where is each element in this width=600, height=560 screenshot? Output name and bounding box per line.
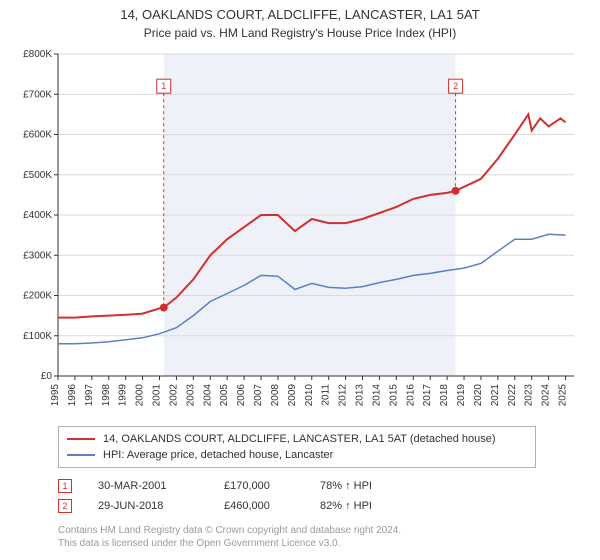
chart-svg: £0 £100K £200K £300K £400K £500K £600K £700K £80…: [12, 46, 588, 416]
legend-swatch: [67, 438, 95, 440]
svg-text:2008: 2008: [270, 383, 281, 406]
marker-row: 2 29-JUN-2018 £460,000 82% ↑ HPI: [58, 496, 588, 516]
marker-table: 1 30-MAR-2001 £170,000 78% ↑ HPI 2 29-JU…: [58, 476, 588, 516]
svg-text:1995: 1995: [50, 383, 61, 406]
svg-text:2007: 2007: [253, 383, 264, 406]
legend-item: 14, OAKLANDS COURT, ALDCLIFFE, LANCASTER…: [67, 431, 527, 447]
svg-text:1999: 1999: [118, 383, 129, 406]
marker-pct: 82% ↑ HPI: [320, 500, 410, 512]
footer-line: This data is licensed under the Open Gov…: [58, 537, 588, 550]
svg-text:2: 2: [453, 81, 458, 91]
marker-price: £460,000: [224, 500, 294, 512]
svg-text:2011: 2011: [321, 383, 332, 405]
svg-text:2023: 2023: [524, 383, 535, 406]
marker-date: 29-JUN-2018: [98, 500, 198, 512]
svg-text:2000: 2000: [135, 383, 146, 406]
svg-text:2024: 2024: [541, 383, 552, 406]
legend-swatch: [67, 454, 95, 456]
svg-text:2002: 2002: [168, 383, 179, 406]
svg-text:£800K: £800K: [23, 49, 52, 60]
legend-label: 14, OAKLANDS COURT, ALDCLIFFE, LANCASTER…: [103, 433, 496, 445]
svg-text:2016: 2016: [405, 383, 416, 406]
marker-price: £170,000: [224, 480, 294, 492]
svg-text:2022: 2022: [507, 383, 518, 406]
footer: Contains HM Land Registry data © Crown c…: [58, 524, 588, 550]
svg-text:2006: 2006: [236, 383, 247, 406]
svg-text:£200K: £200K: [23, 290, 52, 301]
marker-badge: 1: [58, 479, 72, 493]
svg-text:2009: 2009: [287, 383, 298, 406]
svg-text:2001: 2001: [152, 383, 163, 406]
svg-text:2010: 2010: [304, 383, 315, 406]
svg-text:2013: 2013: [355, 383, 366, 406]
svg-text:£500K: £500K: [23, 169, 52, 180]
svg-text:2012: 2012: [338, 383, 349, 406]
svg-text:2017: 2017: [422, 383, 433, 406]
svg-text:2004: 2004: [202, 383, 213, 406]
legend-item: HPI: Average price, detached house, Lanc…: [67, 447, 527, 463]
svg-text:2019: 2019: [456, 383, 467, 406]
marker-date: 30-MAR-2001: [98, 480, 198, 492]
svg-text:£300K: £300K: [23, 250, 52, 261]
svg-text:£700K: £700K: [23, 89, 52, 100]
marker-row: 1 30-MAR-2001 £170,000 78% ↑ HPI: [58, 476, 588, 496]
svg-text:2025: 2025: [558, 383, 569, 406]
svg-text:1997: 1997: [84, 383, 95, 406]
chart-area: £0 £100K £200K £300K £400K £500K £600K £700K £80…: [12, 46, 588, 416]
chart-subtitle: Price paid vs. HM Land Registry's House …: [12, 26, 588, 40]
svg-text:1996: 1996: [67, 383, 78, 406]
legend: 14, OAKLANDS COURT, ALDCLIFFE, LANCASTER…: [58, 426, 536, 468]
svg-text:1998: 1998: [101, 383, 112, 406]
svg-text:£0: £0: [41, 371, 53, 382]
svg-text:£100K: £100K: [23, 330, 52, 341]
svg-text:2020: 2020: [473, 383, 484, 406]
footer-line: Contains HM Land Registry data © Crown c…: [58, 524, 588, 537]
chart-title: 14, OAKLANDS COURT, ALDCLIFFE, LANCASTER…: [12, 6, 588, 24]
svg-text:£400K: £400K: [23, 210, 52, 221]
svg-text:2021: 2021: [490, 383, 501, 406]
marker-badge: 2: [58, 499, 72, 513]
svg-text:2003: 2003: [185, 383, 196, 406]
legend-label: HPI: Average price, detached house, Lanc…: [103, 449, 333, 461]
marker-pct: 78% ↑ HPI: [320, 480, 410, 492]
svg-text:2005: 2005: [219, 383, 230, 406]
svg-text:2014: 2014: [371, 383, 382, 406]
svg-text:£600K: £600K: [23, 129, 52, 140]
svg-text:1: 1: [161, 81, 166, 91]
svg-text:2015: 2015: [388, 383, 399, 406]
svg-text:2018: 2018: [439, 383, 450, 406]
